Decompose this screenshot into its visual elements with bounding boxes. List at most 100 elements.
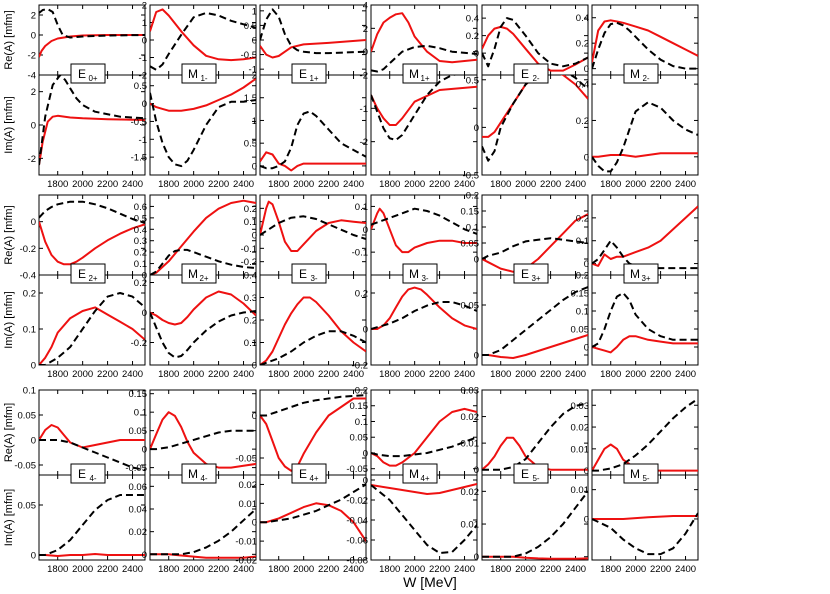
- dashed-curve: [260, 110, 366, 170]
- x-tick-label: 2200: [429, 564, 450, 575]
- multipole-label: M 2-: [623, 63, 659, 84]
- y-tick-label: 0.05: [18, 411, 37, 422]
- x-tick-label: 2000: [625, 564, 646, 575]
- panel-M4+: -0.0500.050.10.150.2-0.08-0.06-0.04-0.02…: [346, 386, 478, 575]
- y-axis-label-im: Im(A) [mfm]: [3, 96, 15, 153]
- y-tick-label: 0.2: [576, 213, 589, 224]
- x-tick-label: 1800: [47, 564, 68, 575]
- dashed-curve: [150, 92, 256, 168]
- y-tick-label: 0: [252, 231, 257, 242]
- x-tick-label: 1800: [490, 369, 511, 380]
- multipole-label: M 5-: [623, 463, 659, 484]
- x-tick-label: 2000: [515, 369, 536, 380]
- x-tick-label: 2400: [122, 179, 143, 190]
- label-letter: E: [521, 267, 529, 281]
- x-tick-label: 2000: [293, 564, 314, 575]
- label-letter: M: [630, 267, 640, 281]
- y-tick-label: -2: [360, 71, 368, 82]
- im-plot: 0 0.2 0.4 1800 2000 2200 2400: [576, 74, 699, 190]
- y-tick-label: 0: [584, 466, 589, 477]
- y-tick-label: 0.05: [18, 501, 37, 512]
- label-box: [291, 463, 327, 484]
- y-tick-label: 0: [474, 255, 479, 266]
- label-subscript: 4+: [420, 474, 429, 483]
- y-tick-label: 2: [31, 11, 36, 22]
- label-letter: E: [78, 467, 86, 481]
- label-letter: E: [521, 467, 529, 481]
- panel-M3-: -0.1 0 0.1 -0.2 0 0.2 1800 2000 2200 2400 M 3-: [352, 194, 478, 380]
- solid-curve: [260, 296, 366, 365]
- y-tick-label: 0.2: [23, 289, 36, 300]
- y-tick-label: -0.1: [352, 248, 368, 259]
- im-plot: 0 0.5 1 1.5 2 1800 2000 2200 2400: [244, 71, 367, 190]
- im-plot: 0 0.05 1800 2000 2200 2400: [461, 274, 589, 380]
- label-subscript: 1-: [200, 74, 207, 83]
- solid-curve: [39, 34, 145, 58]
- panel-E4-: -0.05 0 0.05 0.1 0 0.05 1800 2000 2200 2400 E 4-: [14, 386, 146, 575]
- x-tick-label: 2000: [404, 564, 425, 575]
- y-tick-label: 0.2: [244, 204, 257, 215]
- x-tick-label: 1800: [158, 564, 179, 575]
- y-tick-label: 0: [474, 123, 479, 134]
- y-tick-label: 0: [252, 411, 257, 422]
- y-tick-label: -0.08: [346, 556, 368, 567]
- solid-curve: [260, 200, 366, 252]
- x-tick-label: 2400: [565, 179, 586, 190]
- y-tick-label: -0.5: [241, 50, 257, 61]
- y-tick-label: 0: [474, 49, 479, 60]
- y-tick-label: -0.05: [235, 454, 257, 465]
- im-frame: [370, 74, 478, 176]
- solid-curve: [592, 335, 698, 354]
- x-tick-label: 2200: [540, 179, 561, 190]
- y-tick-label: -2: [28, 154, 36, 165]
- y-tick-label: 0: [252, 161, 257, 172]
- y-tick-label: 0: [363, 47, 368, 58]
- x-tick-label: 2400: [454, 564, 475, 575]
- y-tick-label: 0.5: [134, 213, 147, 224]
- y-tick-label: -4: [28, 71, 36, 82]
- label-letter: E: [299, 467, 307, 481]
- y-tick-label: 0.4: [244, 271, 257, 282]
- dashed-curve: [482, 490, 588, 558]
- x-tick-label: 2000: [183, 564, 204, 575]
- label-box: [623, 263, 659, 284]
- y-tick-label: -0.05: [14, 461, 36, 472]
- x-tick-label: 1800: [600, 564, 621, 575]
- label-letter: E: [299, 67, 307, 81]
- multipole-label: M 3-: [402, 263, 438, 284]
- y-tick-label: -1: [249, 65, 257, 76]
- re-plot: 0 0.05 0.1 0.15 0.2: [461, 191, 589, 276]
- y-tick-label: -0.2: [131, 338, 147, 349]
- dashed-curve: [482, 17, 588, 68]
- solid-curve: [482, 436, 588, 471]
- y-tick-label: 0.2: [466, 31, 479, 42]
- y-tick-label: -1: [139, 135, 147, 146]
- dashed-curve: [371, 484, 477, 554]
- label-subscript: 3-: [421, 274, 428, 283]
- multipole-label: E 4-: [70, 463, 106, 484]
- re-frame: [370, 389, 478, 476]
- dashed-curve: [371, 44, 477, 73]
- x-tick-label: 2000: [72, 179, 93, 190]
- y-tick-label: 0: [252, 518, 257, 529]
- x-tick-label: 2200: [97, 369, 118, 380]
- y-tick-label: 1: [142, 18, 147, 29]
- im-plot: 0 0.01 1800 2000 2200 2400: [571, 474, 699, 575]
- y-tick-label: 0: [31, 217, 36, 228]
- x-axis-label: W [MeV]: [403, 574, 457, 590]
- y-tick-label: -0.01: [235, 537, 257, 548]
- label-letter: E: [78, 67, 86, 81]
- dashed-curve: [260, 8, 366, 55]
- x-tick-label: 1800: [379, 564, 400, 575]
- dashed-curve: [592, 21, 698, 70]
- dashed-curve: [592, 397, 698, 472]
- label-box: [623, 463, 659, 484]
- label-box: [70, 263, 106, 284]
- multipole-label: E 5-: [513, 463, 549, 484]
- y-tick-label: 0.5: [466, 75, 479, 86]
- x-tick-label: 1800: [268, 564, 289, 575]
- solid-curve: [260, 39, 366, 59]
- y-tick-label: 0: [142, 445, 147, 456]
- x-tick-label: 2400: [343, 179, 364, 190]
